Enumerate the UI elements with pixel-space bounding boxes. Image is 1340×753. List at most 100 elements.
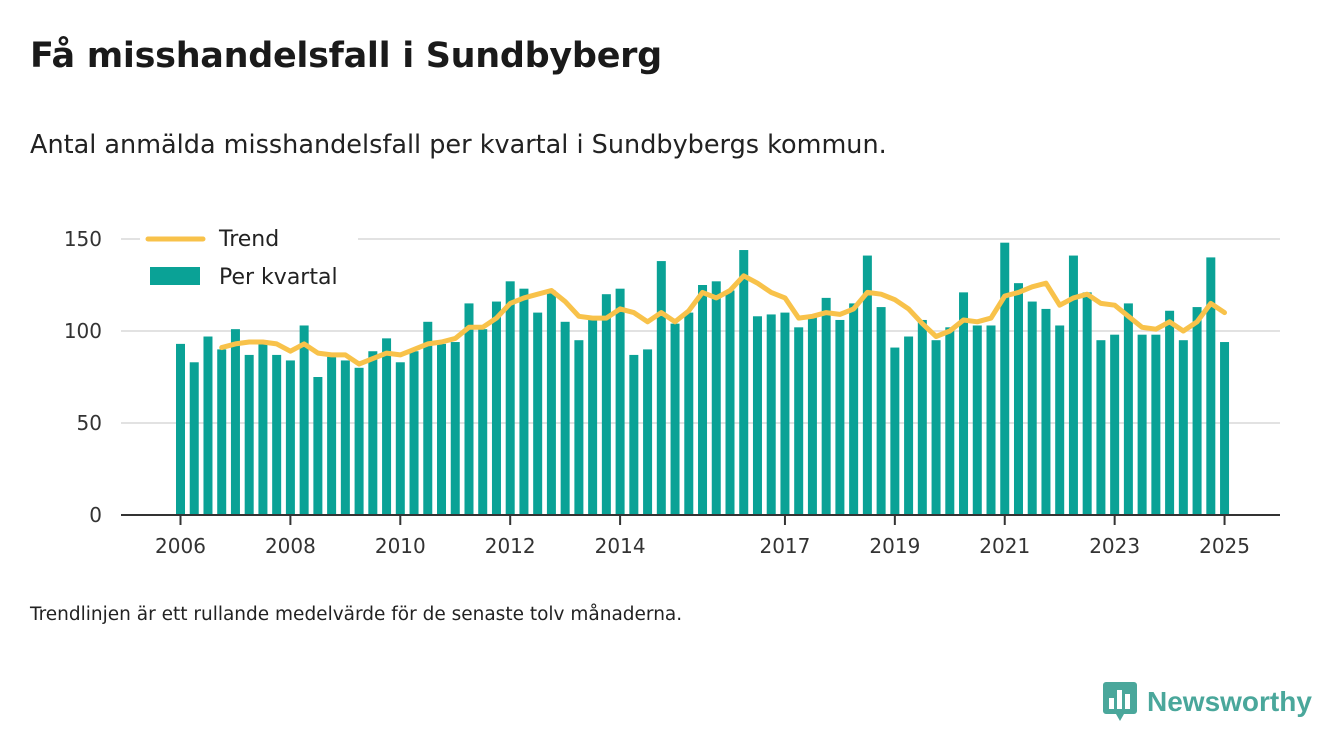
bar — [794, 327, 804, 515]
chart-subtitle: Antal anmälda misshandelsfall per kvarta… — [30, 130, 887, 160]
bar — [423, 321, 433, 515]
x-tick-label: 2017 — [759, 534, 810, 558]
bar — [766, 314, 776, 515]
bar — [670, 323, 680, 515]
bar — [230, 329, 240, 515]
bar — [203, 336, 213, 515]
bar — [1000, 242, 1010, 515]
trend-line — [219, 273, 1227, 367]
bar — [986, 325, 996, 515]
bar — [450, 342, 460, 515]
bar — [1013, 283, 1023, 515]
bar — [588, 316, 598, 515]
bar — [272, 354, 282, 515]
bar — [821, 297, 831, 515]
bar — [876, 307, 886, 515]
bar — [1096, 340, 1106, 515]
bar — [917, 319, 927, 515]
bar — [285, 360, 295, 515]
bar — [684, 312, 694, 515]
bar — [244, 354, 254, 515]
bar — [656, 261, 666, 515]
bar — [437, 343, 447, 515]
footnote: Trendlinjen är ett rullande medelvärde f… — [30, 604, 683, 625]
bar — [382, 338, 392, 515]
x-tick-label: 2019 — [869, 534, 920, 558]
x-tick-label: 2006 — [155, 534, 206, 558]
bar — [752, 316, 762, 515]
bar — [505, 281, 515, 515]
bar — [340, 360, 350, 515]
bar — [1178, 340, 1188, 515]
x-tick-label: 2021 — [979, 534, 1030, 558]
bar — [1110, 334, 1120, 515]
bar — [354, 367, 364, 515]
bar — [560, 321, 570, 515]
bar — [1082, 292, 1092, 515]
y-tick-label: 0 — [89, 503, 102, 527]
bar — [395, 362, 405, 515]
x-tick-label: 2010 — [375, 534, 426, 558]
brand-logo[interactable]: Newsworthy — [1103, 682, 1312, 722]
bar — [945, 327, 955, 515]
bar — [409, 351, 419, 515]
bar — [176, 343, 185, 515]
bar — [189, 362, 199, 515]
bar — [519, 288, 529, 515]
bar — [1068, 255, 1078, 515]
x-tick-label: 2012 — [485, 534, 536, 558]
bar — [615, 288, 625, 515]
bar — [725, 290, 735, 515]
bar — [739, 250, 749, 516]
y-tick-label: 150 — [64, 227, 102, 251]
y-tick-label: 50 — [77, 411, 102, 435]
bar — [972, 325, 982, 515]
bar — [491, 301, 501, 515]
brand-name: Newsworthy — [1147, 686, 1312, 717]
bar — [1027, 301, 1037, 515]
bar — [959, 292, 969, 515]
bar — [299, 325, 309, 515]
bar — [1165, 310, 1175, 515]
x-tick-label: 2023 — [1089, 534, 1140, 558]
legend: Trend Per kvartal — [140, 222, 358, 294]
bar — [368, 351, 378, 515]
chart-canvas: 0 50 100 150 2006 2008 2010 2012 2014 2017 2019 202… — [63, 222, 1280, 558]
x-tick-label: 2008 — [265, 534, 316, 558]
legend-bars-label: Per kvartal — [219, 265, 338, 290]
trend-line-group — [219, 273, 1227, 367]
bar — [1123, 303, 1133, 515]
bar — [849, 303, 859, 515]
bar — [313, 377, 323, 515]
bar — [835, 319, 845, 515]
y-tick-label: 100 — [64, 319, 102, 343]
bar — [1220, 342, 1230, 515]
legend-trend-label: Trend — [218, 227, 279, 252]
bar — [574, 340, 584, 515]
bar — [643, 349, 653, 515]
bar — [1055, 325, 1065, 515]
bar — [601, 294, 611, 515]
bar — [217, 349, 227, 515]
bar — [1041, 308, 1051, 515]
bar — [711, 281, 721, 515]
bar — [478, 329, 488, 515]
bar — [629, 354, 639, 515]
bar — [931, 340, 941, 515]
bar — [780, 312, 790, 515]
legend-bars-swatch — [150, 267, 200, 285]
bar — [327, 356, 337, 515]
bar — [904, 336, 914, 515]
bar — [862, 255, 872, 515]
x-tick-label: 2025 — [1199, 534, 1250, 558]
bar — [464, 303, 474, 515]
bar — [546, 290, 556, 515]
bar — [698, 285, 708, 515]
axes-group: 0 50 100 150 2006 2008 2010 2012 2014 2017 2019 202… — [64, 227, 1280, 558]
bar — [890, 347, 900, 515]
bar — [1137, 334, 1147, 515]
bar — [533, 312, 543, 515]
newsworthy-logo-icon — [1103, 682, 1137, 721]
x-tick-label: 2014 — [595, 534, 646, 558]
bars-group — [176, 242, 1230, 516]
